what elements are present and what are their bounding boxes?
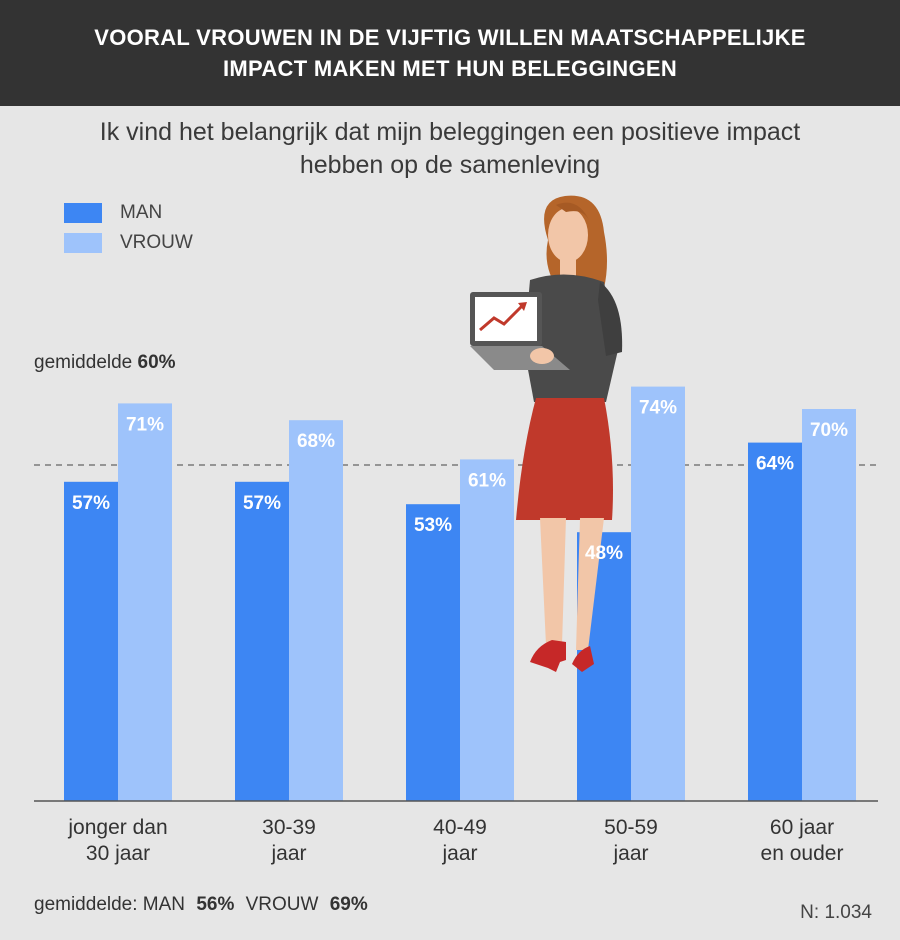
- category-label-3-line-1: jaar: [612, 842, 648, 865]
- category-label-0-line-0: jonger dan: [67, 816, 167, 839]
- legend-item-vrouw: VROUW: [64, 228, 193, 258]
- bar-value-label-man-4: 64%: [756, 454, 794, 475]
- legend-swatch-man: [64, 203, 102, 223]
- bar-vrouw-3: [631, 386, 685, 801]
- bar-value-label-man-2: 53%: [414, 515, 452, 536]
- footer-average-vrouw: 69%: [329, 894, 368, 915]
- bar-value-label-man-1: 57%: [243, 493, 281, 514]
- bar-value-label-man-0: 57%: [72, 493, 110, 514]
- category-label-3-line-0: 50-59: [604, 816, 658, 839]
- bar-man-2: [406, 504, 460, 801]
- footer-average-prefix: gemiddelde: MAN: [34, 894, 186, 915]
- chart-header: VOORAL VROUWEN IN DE VIJFTIG WILLEN MAAT…: [0, 0, 900, 106]
- subtitle-line-1: Ik vind het belangrijk dat mijn beleggin…: [99, 118, 801, 146]
- category-label-4-line-1: en ouder: [761, 842, 844, 865]
- average-label: gemiddelde 60%: [34, 352, 176, 374]
- legend-label-vrouw: VROUW: [120, 232, 193, 253]
- woman-illustration: [470, 195, 623, 672]
- chart-subtitle: Ik vind het belangrijk dat mijn beleggin…: [0, 116, 900, 182]
- header-line-1: VOORAL VROUWEN IN DE VIJFTIG WILLEN MAAT…: [94, 25, 806, 50]
- bar-man-0: [64, 481, 118, 801]
- average-label-value: 60%: [137, 352, 176, 373]
- bar-man-4: [748, 442, 802, 801]
- bars-layer: [34, 386, 878, 801]
- bar-value-label-vrouw-2: 61%: [468, 470, 506, 491]
- bar-vrouw-0: [118, 403, 172, 801]
- category-label-0-line-1: 30 jaar: [86, 842, 150, 865]
- category-label-2-line-1: jaar: [441, 842, 477, 865]
- bar-value-label-vrouw-4: 70%: [810, 420, 848, 441]
- bar-vrouw-1: [289, 420, 343, 801]
- sample-size: N: 1.034: [800, 902, 872, 923]
- footer-average-man: 56%: [196, 894, 235, 915]
- labels-layer: 57% 71% jonger dan 30 jaar 57% 68% 30-39 jaar 53…: [34, 398, 878, 865]
- subtitle-line-2: hebben op de samenleving: [299, 151, 601, 179]
- bar-value-label-vrouw-0: 71%: [126, 414, 164, 435]
- legend: MAN VROUW: [64, 198, 193, 258]
- bar-vrouw-4: [802, 409, 856, 801]
- bar-value-label-vrouw-3: 74%: [639, 398, 677, 419]
- legend-swatch-vrouw: [64, 233, 102, 253]
- footer-average: gemiddelde: MAN 56% VROUW 69%: [34, 894, 368, 916]
- category-label-4-line-0: 60 jaar: [770, 816, 834, 839]
- category-label-1-line-1: jaar: [270, 842, 306, 865]
- legend-item-man: MAN: [64, 198, 193, 228]
- bar-man-1: [235, 481, 289, 801]
- category-label-1-line-0: 30-39: [262, 816, 316, 839]
- average-label-prefix: gemiddelde: [34, 352, 133, 373]
- bar-vrouw-2: [460, 459, 514, 801]
- legend-label-man: MAN: [120, 202, 163, 223]
- bar-value-label-man-3: 48%: [585, 543, 623, 564]
- header-line-2: IMPACT MAKEN MET HUN BELEGGINGEN: [222, 56, 678, 81]
- bar-value-label-vrouw-1: 68%: [297, 431, 335, 452]
- footer-average-vrouw-prefix: VROUW: [245, 894, 319, 915]
- category-label-2-line-0: 40-49: [433, 816, 487, 839]
